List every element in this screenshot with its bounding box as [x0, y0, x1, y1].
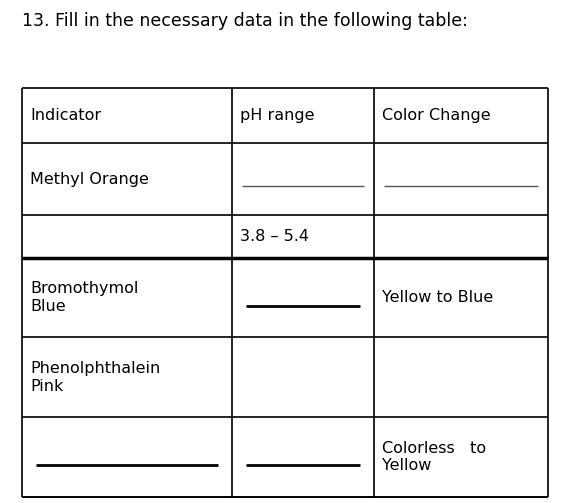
Text: Methyl Orange: Methyl Orange	[30, 172, 149, 187]
Text: Color Change: Color Change	[383, 108, 491, 123]
Text: Indicator: Indicator	[30, 108, 101, 123]
Text: Phenolphthalein
Pink: Phenolphthalein Pink	[30, 361, 160, 393]
Text: Colorless   to
Yellow: Colorless to Yellow	[383, 441, 486, 473]
Text: Bromothymol
Blue: Bromothymol Blue	[30, 281, 138, 314]
Text: Yellow to Blue: Yellow to Blue	[383, 290, 494, 305]
Text: 13. Fill in the necessary data in the following table:: 13. Fill in the necessary data in the fo…	[22, 12, 468, 30]
Text: 3.8 – 5.4: 3.8 – 5.4	[240, 229, 309, 244]
Text: pH range: pH range	[240, 108, 315, 123]
